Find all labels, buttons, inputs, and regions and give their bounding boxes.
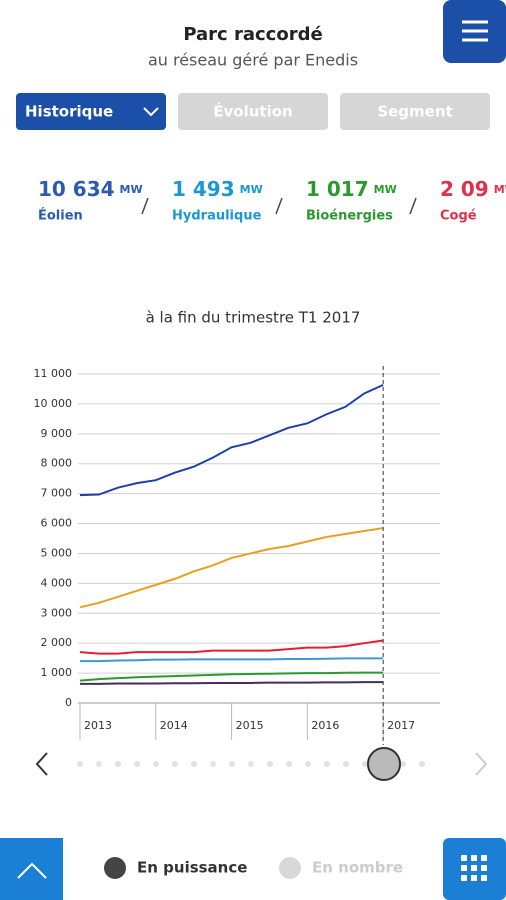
stat-value: 10 634 MW <box>38 177 143 201</box>
stats: 10 634 MW Éolien 1 493 MW Hydraulique 1 017 MW B… <box>38 177 506 224</box>
tab-label: Segment <box>377 103 452 121</box>
stat-value: 1 493 MW <box>172 177 263 201</box>
y-tick-label: 9 000 <box>41 427 73 440</box>
series-line <box>79 639 384 655</box>
slider-dot <box>343 761 349 767</box>
stat-value-number: 1 493 <box>172 177 235 201</box>
up-button[interactable] <box>0 838 63 900</box>
slider-dot <box>286 761 292 767</box>
y-tick-label: 8 000 <box>41 457 73 470</box>
tab-label: Historique <box>25 103 113 121</box>
y-tick-label: 10 000 <box>34 397 73 410</box>
chart-title: à la fin du trimestre T1 2017 <box>146 309 361 327</box>
x-tick-label: 2013 <box>84 719 112 732</box>
stat-label: Bioénergies <box>306 209 393 224</box>
x-tick-label: 2017 <box>387 719 415 732</box>
stat-label: Hydraulique <box>172 209 262 224</box>
series-line <box>79 384 384 497</box>
title: Parc raccordé <box>183 24 322 45</box>
toggle-label: En puissance <box>137 859 247 877</box>
grid-icon-cell <box>461 865 467 871</box>
x-tick-label: 2014 <box>160 719 188 732</box>
series-line <box>79 527 384 609</box>
grid-icon-cell <box>481 875 487 881</box>
menu-icon <box>462 20 488 42</box>
grid-icon-cell <box>471 875 477 881</box>
stat-label: Cogé <box>440 209 477 224</box>
slider-dot <box>191 761 197 767</box>
separator <box>141 197 149 215</box>
toggle-option[interactable]: En puissance <box>104 857 247 879</box>
slider-dot <box>267 761 273 767</box>
slider-dot <box>419 761 425 767</box>
stat-unit: MW <box>374 183 397 196</box>
toggle-label: En nombre <box>312 859 403 877</box>
stat-value: 2 09 MW <box>440 177 506 201</box>
grid-icon-cell <box>481 855 487 861</box>
slider-dot <box>96 761 102 767</box>
grid-icon-cell <box>461 875 467 881</box>
menu-button[interactable] <box>443 0 506 63</box>
tab-label: Évolution <box>213 102 292 121</box>
grid-icon-cell <box>481 865 487 871</box>
grid-icon-cell <box>471 855 477 861</box>
stat-value-number: 2 09 <box>440 177 489 201</box>
tab[interactable]: Historique <box>16 93 166 130</box>
chart: à la fin du trimestre T1 2017 0 1 000 2 00… <box>34 309 440 745</box>
x-tick-label: 2015 <box>236 719 264 732</box>
slider-dot <box>248 761 254 767</box>
slider-dot <box>134 761 140 767</box>
series-line <box>80 681 384 685</box>
stat-value-number: 1 017 <box>306 177 369 201</box>
slider-dot <box>324 761 330 767</box>
toggle-option[interactable]: En nombre <box>279 857 403 879</box>
grid-icon-cell <box>461 855 467 861</box>
grid-icon-cell <box>471 865 477 871</box>
y-tick-label: 3 000 <box>41 606 73 619</box>
x-tick-label: 2016 <box>311 719 339 732</box>
y-tick-label: 4 000 <box>41 576 73 589</box>
subtitle: au réseau géré par Enedis <box>148 51 358 70</box>
slider-dot <box>362 761 368 767</box>
separator <box>275 197 283 215</box>
y-tick-label: 11 000 <box>34 367 73 380</box>
slider-dot <box>210 761 216 767</box>
y-tick-label: 6 000 <box>41 517 73 530</box>
stat-unit: MW <box>120 183 143 196</box>
slider-dot <box>172 761 178 767</box>
stat-unit: MW <box>494 183 506 196</box>
slider-dot <box>77 761 83 767</box>
y-tick-label: 5 000 <box>41 546 73 559</box>
stat-value: 1 017 MW <box>306 177 397 201</box>
slider-dot <box>229 761 235 767</box>
slider-dot <box>400 761 406 767</box>
y-tick-label: 7 000 <box>41 487 73 500</box>
slider-dot <box>115 761 121 767</box>
y-tick-label: 0 <box>65 696 72 709</box>
y-tick-label: 2 000 <box>41 636 73 649</box>
slider[interactable] <box>35 747 488 781</box>
tab[interactable]: Évolution <box>178 93 328 130</box>
tab[interactable]: Segment <box>340 93 490 130</box>
series-line <box>80 657 384 663</box>
separator <box>409 197 417 215</box>
grid-button[interactable] <box>443 838 506 900</box>
y-tick-label: 1 000 <box>41 666 73 679</box>
stat-value-number: 10 634 <box>38 177 115 201</box>
stat-unit: MW <box>240 183 263 196</box>
slider-dot <box>305 761 311 767</box>
series-line <box>79 671 384 682</box>
stat-label: Éolien <box>38 208 83 224</box>
slider-dot <box>153 761 159 767</box>
